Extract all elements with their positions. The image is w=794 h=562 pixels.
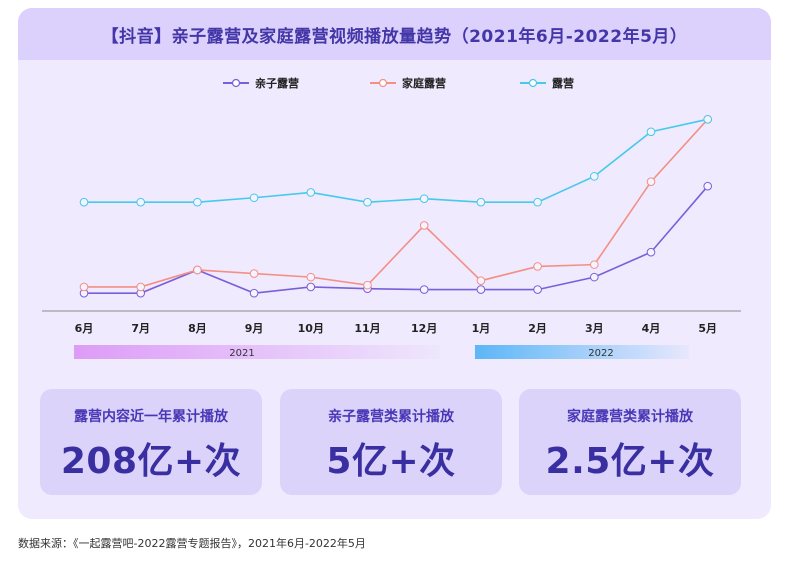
data-point-2-5 (363, 197, 372, 207)
stat-card-parent-child: 亲子露营类累计播放 5亿+次 (280, 389, 502, 495)
data-point-1-1 (136, 282, 145, 292)
data-point-0-3 (249, 288, 259, 298)
data-point-2-1 (136, 197, 145, 207)
data-point-0-10 (646, 247, 656, 257)
stat-label-total: 露营内容近一年累计播放 (74, 409, 228, 425)
data-point-2-0 (79, 197, 89, 207)
data-point-1-6 (419, 221, 429, 230)
title-bar: 【抖音】亲子露营及家庭露营视频播放量趋势（2021年6月-2022年5月） (18, 8, 771, 60)
data-point-2-11 (703, 114, 713, 124)
series-line-0 (84, 185, 709, 294)
stat-card-family: 家庭露营类累计播放 2.5亿+次 (519, 389, 741, 495)
data-point-0-11 (703, 181, 713, 191)
year-band-label-0: 2021 (229, 348, 254, 359)
data-point-2-4 (306, 188, 316, 197)
data-point-0-8 (533, 285, 542, 294)
stat-label-parent-child: 亲子露营类累计播放 (328, 409, 454, 425)
data-point-1-3 (249, 269, 259, 278)
data-point-2-8 (533, 197, 542, 207)
legend-label-1: 家庭露营 (402, 76, 446, 90)
stat-value-total: 208亿+次 (60, 441, 242, 482)
legend-marker-1 (378, 78, 388, 88)
chart-card: 【抖音】亲子露营及家庭露营视频播放量趋势（2021年6月-2022年5月） 亲子… (18, 8, 771, 519)
data-source-note: 数据来源：《一起露营吧-2022露营专题报告》，2021年6月-2022年5月 (18, 537, 366, 550)
legend-marker-2 (528, 78, 538, 88)
legend-label-0: 亲子露营 (255, 76, 299, 90)
data-point-2-7 (476, 197, 486, 207)
stat-card-total: 露营内容近一年累计播放 208亿+次 (40, 389, 262, 495)
x-tick-label-3: 9月 (245, 322, 264, 335)
data-point-2-9 (590, 172, 599, 181)
data-point-1-4 (306, 272, 316, 282)
stat-label-family: 家庭露营类累计播放 (567, 409, 693, 425)
x-tick-label-11: 5月 (698, 322, 717, 335)
line-chart: 亲子露营 家庭露营 露营 6月 7月 8月 9月 10月 11月 12月 1月 2月 3月 4月 5月 202… (42, 76, 741, 359)
x-tick-label-4: 10月 (298, 322, 324, 335)
stat-value-parent-child: 5亿+次 (326, 441, 456, 482)
data-point-2-3 (249, 193, 259, 203)
data-point-1-7 (476, 276, 486, 285)
data-point-2-6 (419, 194, 429, 203)
legend-marker-0 (231, 78, 241, 88)
chart-title: 【抖音】亲子露营及家庭露营视频播放量趋势（2021年6月-2022年5月） (101, 26, 688, 47)
data-point-1-2 (193, 265, 202, 275)
series-line-1 (84, 118, 709, 288)
x-tick-label-0: 6月 (75, 322, 94, 335)
data-point-1-10 (646, 177, 656, 187)
data-point-0-7 (476, 285, 486, 294)
x-tick-label-1: 7月 (131, 322, 150, 335)
data-point-0-6 (419, 285, 429, 294)
x-tick-label-9: 3月 (585, 322, 604, 335)
x-tick-label-10: 4月 (642, 322, 661, 335)
data-point-0-4 (306, 282, 316, 292)
data-point-0-9 (590, 272, 599, 282)
data-point-1-0 (79, 282, 89, 292)
x-tick-label-2: 8月 (188, 322, 207, 335)
series-line-2 (84, 118, 708, 204)
data-point-1-9 (590, 260, 599, 269)
x-tick-label-5: 11月 (354, 322, 380, 335)
year-band-1 (475, 345, 689, 359)
x-tick-label-8: 2月 (528, 322, 547, 335)
legend-label-2: 露营 (552, 76, 574, 90)
year-band-0 (74, 345, 440, 359)
stat-value-family: 2.5亿+次 (545, 441, 715, 482)
x-tick-label-7: 1月 (472, 322, 491, 335)
data-point-1-5 (363, 280, 372, 290)
data-point-2-2 (193, 197, 202, 207)
data-point-2-10 (646, 127, 656, 137)
year-band-label-1: 2022 (588, 348, 613, 359)
x-tick-label-6: 12月 (411, 322, 437, 335)
data-point-1-8 (533, 262, 542, 271)
